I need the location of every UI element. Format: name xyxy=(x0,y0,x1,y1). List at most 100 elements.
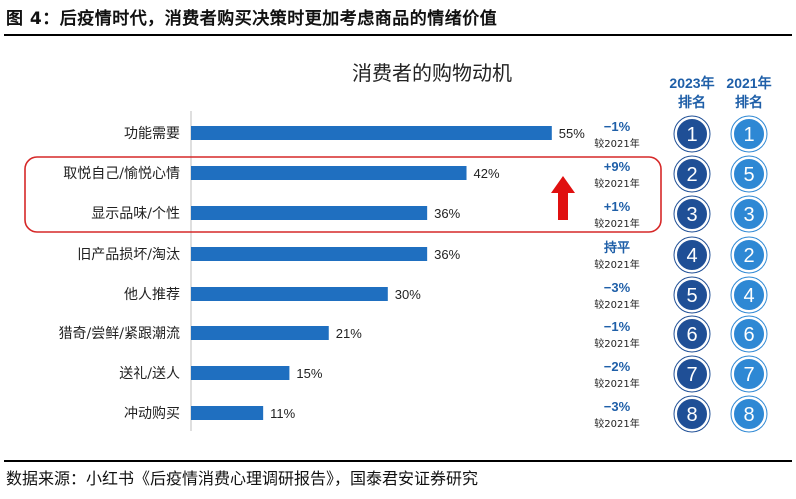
change-note: 较2021年 xyxy=(594,217,639,230)
change-note: 较2021年 xyxy=(594,298,639,311)
category-label: 功能需要 xyxy=(124,126,180,142)
rank-circle-ring xyxy=(673,315,711,353)
rank-circle xyxy=(675,238,709,272)
rank-circle-ring xyxy=(730,155,768,193)
rank-circle xyxy=(675,157,709,191)
category-label: 显示品味/个性 xyxy=(91,206,180,222)
bar xyxy=(191,206,428,220)
rank-circle-ring xyxy=(673,276,711,314)
rank-circle-ring xyxy=(673,195,711,233)
bar xyxy=(191,326,329,340)
rank-header-label: 排名 xyxy=(735,94,763,110)
rank-circle xyxy=(732,317,766,351)
bar xyxy=(191,287,388,301)
bar xyxy=(191,126,552,140)
rank-circle-ring xyxy=(730,276,768,314)
rank-number: 3 xyxy=(743,204,754,226)
change-value: 持平 xyxy=(604,240,630,255)
change-value: +9% xyxy=(604,159,631,174)
rank-number: 4 xyxy=(743,285,754,307)
rank-circle xyxy=(675,197,709,231)
rank-circle xyxy=(675,357,709,391)
rank-circle-ring xyxy=(730,236,768,274)
change-value: −1% xyxy=(604,319,631,334)
rank-number: 7 xyxy=(686,364,697,386)
up-arrow-icon xyxy=(551,176,575,220)
rank-circle-ring xyxy=(673,155,711,193)
top-rule xyxy=(4,34,792,36)
value-label: 21% xyxy=(336,326,362,341)
rank-circle xyxy=(675,117,709,151)
chart-title: 消费者的购物动机 xyxy=(352,61,512,85)
rank-circle-ring xyxy=(730,315,768,353)
rank-number: 4 xyxy=(686,245,697,267)
bar xyxy=(191,366,290,380)
rank-circle-ring xyxy=(673,115,711,153)
rank-number: 5 xyxy=(743,164,754,186)
change-note: 较2021年 xyxy=(594,337,639,350)
rank-number: 8 xyxy=(743,404,754,426)
rank-circle-ring xyxy=(673,395,711,433)
category-label: 冲动购买 xyxy=(124,406,180,422)
rank-circle xyxy=(732,357,766,391)
rank-number: 5 xyxy=(686,285,697,307)
rank-circle-ring xyxy=(730,355,768,393)
value-label: 30% xyxy=(395,287,421,302)
rank-circle xyxy=(675,397,709,431)
change-value: −1% xyxy=(604,119,631,134)
bar xyxy=(191,166,467,180)
bar xyxy=(191,247,428,261)
value-label: 42% xyxy=(474,166,500,181)
rank-number: 1 xyxy=(743,124,754,146)
category-label: 旧产品损坏/淘汰 xyxy=(77,247,180,263)
rank-number: 7 xyxy=(743,364,754,386)
rank-circle xyxy=(732,397,766,431)
rank-circle-ring xyxy=(730,395,768,433)
rank-number: 1 xyxy=(686,124,697,146)
rank-circle xyxy=(732,197,766,231)
highlight-frame xyxy=(24,156,662,233)
change-value: +1% xyxy=(604,199,631,214)
value-label: 11% xyxy=(270,406,295,421)
rank-circle xyxy=(732,278,766,312)
rank-number: 8 xyxy=(686,404,697,426)
bar xyxy=(191,406,264,420)
change-value: −2% xyxy=(604,359,631,374)
category-label: 取悦自己/愉悦心情 xyxy=(63,166,180,182)
change-note: 较2021年 xyxy=(594,177,639,190)
rank-header-year: 2023年 xyxy=(669,75,714,91)
change-note: 较2021年 xyxy=(594,377,639,390)
value-label: 15% xyxy=(296,366,322,381)
rank-circle-ring xyxy=(673,355,711,393)
rank-number: 6 xyxy=(743,324,754,346)
change-note: 较2021年 xyxy=(594,137,639,150)
value-label: 36% xyxy=(434,206,460,221)
change-value: −3% xyxy=(604,280,631,295)
rank-circle xyxy=(675,317,709,351)
rank-number: 6 xyxy=(686,324,697,346)
change-note: 较2021年 xyxy=(594,417,639,430)
rank-circle xyxy=(732,238,766,272)
rank-number: 2 xyxy=(686,164,697,186)
change-value: −3% xyxy=(604,399,631,414)
source-note: 数据来源：小红书《后疫情消费心理调研报告》，国泰君安证券研究 xyxy=(6,469,479,488)
category-label: 送礼/送人 xyxy=(119,366,180,382)
rank-number: 2 xyxy=(743,245,754,267)
rank-header-year: 2021年 xyxy=(726,75,771,91)
rank-circle xyxy=(675,278,709,312)
bottom-rule xyxy=(4,460,792,462)
rank-number: 3 xyxy=(686,204,697,226)
rank-circle-ring xyxy=(730,195,768,233)
rank-circle xyxy=(732,117,766,151)
change-note: 较2021年 xyxy=(594,258,639,271)
rank-circle xyxy=(732,157,766,191)
category-label: 他人推荐 xyxy=(124,287,180,303)
rank-header-label: 排名 xyxy=(678,94,706,110)
rank-circle-ring xyxy=(673,236,711,274)
value-label: 36% xyxy=(434,247,460,262)
value-label: 55% xyxy=(559,126,585,141)
rank-circle-ring xyxy=(730,115,768,153)
category-label: 猎奇/尝鲜/紧跟潮流 xyxy=(59,325,180,342)
figure-title: 图 4：后疫情时代，消费者购买决策时更加考虑商品的情绪价值 xyxy=(6,9,498,29)
